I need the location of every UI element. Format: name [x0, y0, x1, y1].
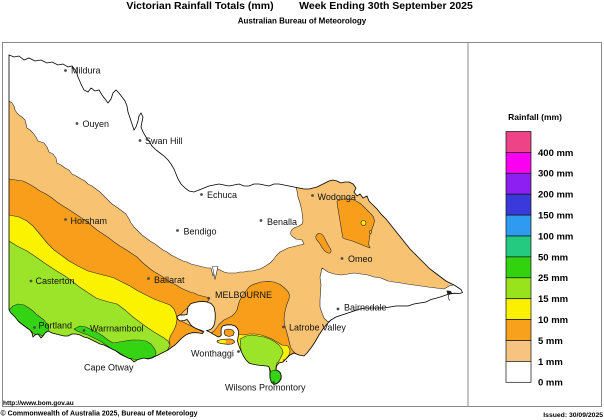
svg-text:Week Ending 30th September 202: Week Ending 30th September 2025 — [299, 0, 473, 12]
svg-text:Ballarat: Ballarat — [154, 275, 185, 285]
svg-text:Issued: 30/09/2025: Issued: 30/09/2025 — [543, 412, 603, 419]
svg-text:Australian Bureau of Meteorolo: Australian Bureau of Meteorology — [238, 17, 367, 26]
svg-text:Warrnambool: Warrnambool — [90, 324, 144, 334]
svg-text:0 mm: 0 mm — [538, 378, 563, 389]
svg-text:Bairnsdale: Bairnsdale — [344, 303, 387, 313]
svg-text:Rainfall (mm): Rainfall (mm) — [508, 112, 562, 122]
svg-text:Swan Hill: Swan Hill — [145, 136, 183, 146]
svg-text:Omeo: Omeo — [348, 254, 373, 264]
svg-text:1 mm: 1 mm — [538, 357, 563, 368]
svg-text:Wilsons Promontory: Wilsons Promontory — [225, 383, 306, 393]
svg-text:50 mm: 50 mm — [538, 252, 568, 263]
svg-text:Bendigo: Bendigo — [184, 227, 217, 237]
svg-text:Casterton: Casterton — [36, 276, 75, 286]
svg-text:© Commonwealth of Australia 20: © Commonwealth of Australia 2025, Bureau… — [1, 410, 198, 418]
svg-text:Latrobe Valley: Latrobe Valley — [289, 323, 346, 333]
svg-text:10 mm: 10 mm — [538, 315, 568, 326]
svg-text:MELBOURNE: MELBOURNE — [215, 290, 272, 300]
svg-text:Horsham: Horsham — [71, 216, 108, 226]
svg-text:25 mm: 25 mm — [538, 273, 568, 284]
svg-text:5 mm: 5 mm — [538, 336, 563, 347]
svg-text:Echuca: Echuca — [207, 190, 237, 200]
svg-text:400 mm: 400 mm — [538, 148, 573, 159]
svg-text:100 mm: 100 mm — [538, 231, 573, 242]
svg-text:Wodonga: Wodonga — [318, 192, 356, 202]
svg-text:Ouyen: Ouyen — [83, 119, 110, 129]
svg-text:http://www.bom.gov.au: http://www.bom.gov.au — [3, 400, 74, 407]
svg-text:Wonthaggi: Wonthaggi — [191, 349, 234, 359]
svg-text:15 mm: 15 mm — [538, 294, 568, 305]
svg-text:Cape Otway: Cape Otway — [84, 363, 134, 373]
svg-text:Portland: Portland — [39, 321, 73, 331]
svg-text:300 mm: 300 mm — [538, 169, 573, 180]
svg-text:150 mm: 150 mm — [538, 211, 573, 222]
svg-text:Mildura: Mildura — [71, 66, 101, 76]
svg-text:200 mm: 200 mm — [538, 190, 573, 201]
svg-text:Benalla: Benalla — [267, 217, 297, 227]
svg-text:Victorian Rainfall Totals (mm): Victorian Rainfall Totals (mm) — [126, 0, 273, 12]
